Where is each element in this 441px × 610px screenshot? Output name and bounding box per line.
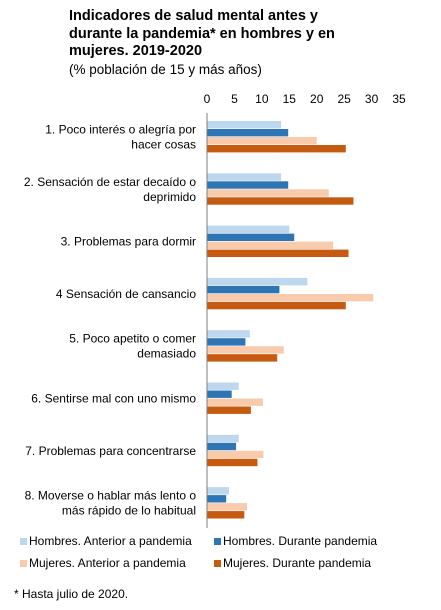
bar [207, 225, 290, 233]
category-label: 6. Sentirse mal con uno mismo [31, 392, 196, 406]
x-tick-label: 30 [365, 92, 379, 106]
x-tick-label: 25 [337, 92, 351, 106]
x-tick-label: 20 [310, 92, 324, 106]
category-label: deprimido [143, 190, 196, 204]
bar [207, 233, 295, 241]
chart-title-line: Indicadores de salud mental antes y [69, 8, 318, 24]
category-label: demasiado [137, 347, 196, 361]
chart-title-line: durante la pandemia* en hombres y en [69, 25, 335, 42]
bar [207, 197, 354, 205]
chart-title-line: mujeres. 2019-2020 [69, 43, 203, 59]
legend-label: Hombres. Durante pandemia [223, 534, 377, 548]
bar [207, 346, 284, 354]
bar [207, 434, 239, 443]
bar [207, 181, 289, 189]
bar [207, 129, 289, 137]
legend-label: Hombres. Anterior a pandemia [29, 534, 192, 548]
bar [207, 121, 282, 129]
bar [207, 301, 346, 310]
category-label: 8. Moverse o hablar más lento o [25, 489, 197, 503]
legend-swatch [20, 538, 27, 545]
x-tick-label: 5 [231, 92, 238, 106]
bar [207, 145, 346, 153]
bar [207, 450, 264, 459]
chart-subtitle: (% población de 15 y más años) [69, 61, 262, 77]
bar [207, 398, 263, 406]
bar [207, 487, 229, 495]
x-tick-label: 15 [283, 92, 297, 106]
bar [207, 241, 334, 249]
category-label: 2. Sensación de estar decaído o [24, 175, 196, 189]
category-label: 1. Poco interés o alegría por [45, 123, 196, 137]
footnote: * Hasta julio de 2020. [14, 587, 129, 601]
bar [207, 503, 248, 511]
bar [207, 277, 308, 286]
bar [207, 330, 250, 338]
x-tick-label: 10 [255, 92, 269, 106]
legend-swatch [214, 560, 221, 567]
category-label: 5. Poco apetito o comer [69, 332, 196, 346]
bar [207, 249, 349, 257]
category-label: 4 Sensación de cansancio [56, 287, 196, 301]
bar [207, 189, 329, 197]
bar [207, 137, 317, 145]
bar [207, 406, 251, 414]
x-tick-label: 35 [392, 92, 406, 106]
bar [207, 285, 280, 294]
bar [207, 293, 374, 302]
bar [207, 338, 246, 346]
bar [207, 382, 239, 390]
legend-label: Mujeres. Durante pandemia [223, 556, 371, 570]
category-label: hacer cosas [131, 138, 196, 152]
bar [207, 511, 245, 519]
bar [207, 495, 227, 503]
bar [207, 442, 237, 451]
category-label: más rápido de lo habitual [62, 504, 196, 518]
x-tick-label: 0 [204, 92, 211, 106]
category-label: 7. Problemas para concentrarse [25, 444, 196, 458]
legend-swatch [214, 538, 221, 545]
bar [207, 458, 258, 467]
legend-swatch [20, 560, 27, 567]
legend-label: Mujeres. Anterior a pandemia [29, 556, 186, 570]
bar [207, 390, 232, 398]
bar [207, 354, 278, 362]
bar [207, 173, 282, 181]
category-label: 3. Problemas para dormir [61, 235, 196, 249]
chart-title-block: Indicadores de salud mental antes y dura… [69, 8, 409, 78]
